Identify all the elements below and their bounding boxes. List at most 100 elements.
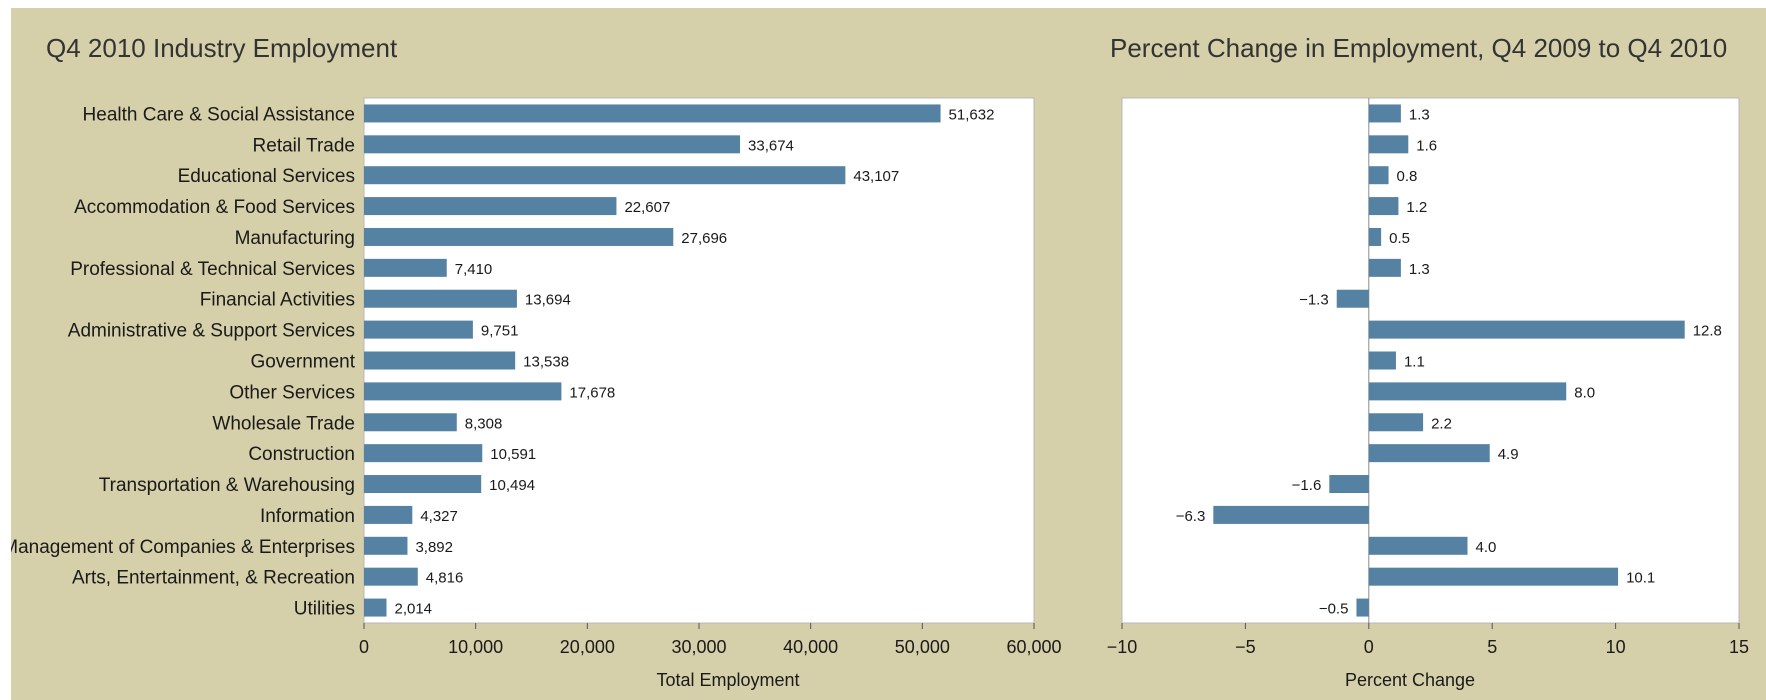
x-tick-label: 60,000 [1006,637,1061,657]
data-label-percent-change: 4.0 [1476,539,1497,556]
x-axis-label-percent-change: Percent Change [1345,670,1475,690]
data-label-percent-change: −6.3 [1176,508,1206,525]
category-label: Educational Services [178,166,355,187]
bar-total-employment [364,166,846,185]
data-label-total-employment: 4,816 [426,570,464,587]
bar-percent-change [1213,505,1369,524]
data-label-percent-change: 10.1 [1626,570,1655,587]
data-label-percent-change: 8.0 [1574,384,1595,401]
bar-percent-change [1336,289,1369,308]
data-label-total-employment: 13,694 [525,292,571,309]
category-label: Financial Activities [200,290,355,311]
bar-percent-change [1368,382,1567,401]
bar-percent-change [1368,104,1401,123]
category-label: Retail Trade [253,135,355,156]
bar-total-employment [364,382,562,401]
bar-percent-change [1329,475,1369,494]
data-label-total-employment: 3,892 [415,539,453,556]
bar-total-employment [364,227,674,246]
data-label-percent-change: 1.2 [1406,199,1427,216]
x-tick-label: 30,000 [671,637,726,657]
data-label-total-employment: 10,494 [489,477,535,494]
x-tick-label: 10 [1606,637,1626,657]
category-label: Manufacturing [235,228,355,249]
data-label-percent-change: 1.1 [1404,354,1425,371]
data-label-percent-change: 2.2 [1431,415,1452,432]
data-label-total-employment: 10,591 [490,446,536,463]
x-tick-label: 10,000 [448,637,503,657]
bar-total-employment [364,320,473,339]
data-label-percent-change: −1.6 [1292,477,1322,494]
category-label: Accommodation & Food Services [74,197,355,218]
data-label-percent-change: 1.3 [1409,261,1430,278]
data-label-total-employment: 4,327 [420,508,458,525]
bar-total-employment [364,197,617,216]
x-tick-label: 0 [359,637,369,657]
category-label: Management of Companies & Enterprises [11,537,355,558]
data-label-percent-change: 4.9 [1498,446,1519,463]
x-tick-label: 15 [1729,637,1749,657]
bar-total-employment [364,567,418,586]
bar-total-employment [364,505,413,524]
bar-total-employment [364,598,387,617]
category-label: Information [260,506,355,527]
category-label: Other Services [229,382,355,403]
data-label-total-employment: 17,678 [569,384,615,401]
category-label: Government [250,352,355,373]
bar-total-employment [364,104,941,123]
data-label-total-employment: 43,107 [853,168,899,185]
x-tick-label: 20,000 [560,637,615,657]
data-label-total-employment: 9,751 [481,323,519,340]
bar-percent-change [1368,135,1409,154]
chart-title-percent-change: Percent Change in Employment, Q4 2009 to… [1110,33,1727,63]
bar-total-employment [364,135,741,154]
x-axis-label-total-employment: Total Employment [656,670,799,690]
x-tick-label: 5 [1487,637,1497,657]
category-label: Arts, Entertainment, & Recreation [72,568,355,589]
x-tick-label: 0 [1364,637,1374,657]
x-tick-label: −5 [1235,637,1256,657]
data-label-total-employment: 8,308 [465,415,503,432]
data-label-total-employment: 27,696 [681,230,727,247]
plot-area-percent-change [1121,97,1740,624]
bar-percent-change [1368,320,1685,339]
data-label-total-employment: 22,607 [624,199,670,216]
category-label: Wholesale Trade [212,413,355,434]
data-label-total-employment: 2,014 [394,601,432,618]
chart-panel: Q4 2010 Industry Employment Percent Chan… [11,8,1766,700]
category-label: Administrative & Support Services [68,321,355,342]
bar-percent-change [1368,197,1399,216]
data-label-total-employment: 33,674 [748,137,794,154]
chart-canvas: Q4 2010 Industry Employment Percent Chan… [11,33,1749,690]
category-label: Utilities [294,599,355,620]
data-label-total-employment: 7,410 [455,261,493,278]
data-label-percent-change: −1.3 [1299,292,1329,309]
bar-percent-change [1368,536,1468,555]
category-label: Health Care & Social Assistance [83,104,355,125]
data-label-total-employment: 51,632 [949,106,995,123]
x-tick-label: 50,000 [895,637,950,657]
x-tick-label: −10 [1107,637,1138,657]
bar-total-employment [364,258,447,277]
bar-total-employment [364,413,457,432]
bar-total-employment [364,289,517,308]
bar-percent-change [1356,598,1369,617]
bar-total-employment [364,475,482,494]
bar-percent-change [1368,166,1389,185]
data-label-percent-change: 0.8 [1397,168,1418,185]
data-label-percent-change: 0.5 [1389,230,1410,247]
bar-percent-change [1368,413,1424,432]
category-label: Transportation & Warehousing [99,475,355,496]
category-label: Construction [248,444,355,465]
category-label: Professional & Technical Services [70,259,355,280]
bar-total-employment [364,536,408,555]
data-label-percent-change: 12.8 [1693,323,1722,340]
bar-percent-change [1368,567,1619,586]
x-tick-label: 40,000 [783,637,838,657]
bar-total-employment [364,444,483,463]
chart-title-total-employment: Q4 2010 Industry Employment [46,33,398,63]
data-label-percent-change: 1.3 [1409,106,1430,123]
bar-total-employment [364,351,516,370]
bar-percent-change [1368,227,1382,246]
data-label-percent-change: −0.5 [1319,601,1349,618]
